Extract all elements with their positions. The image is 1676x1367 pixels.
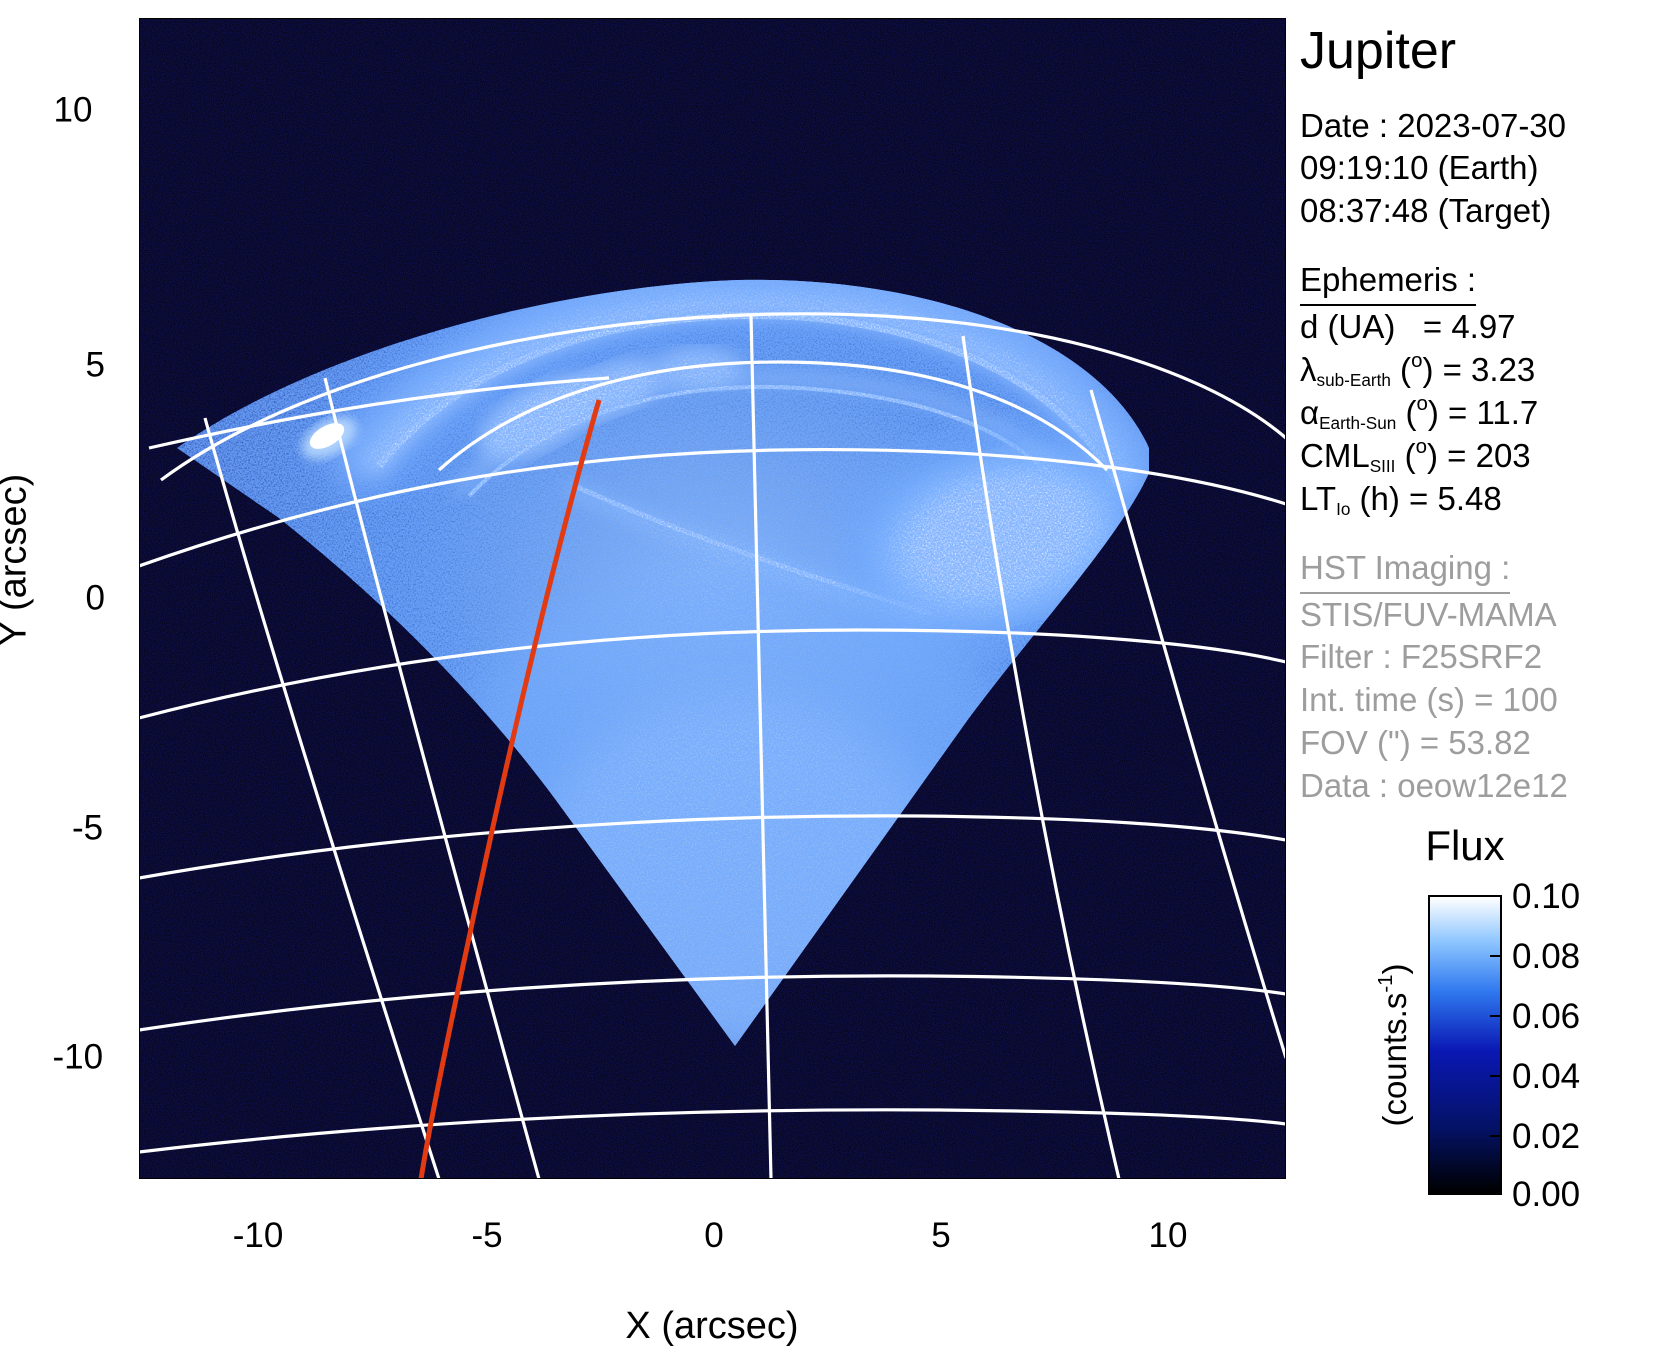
colorbar-tick [1490,1135,1502,1137]
hst-header: HST Imaging : [1300,547,1670,594]
ephemeris-subscript: SIII [1369,455,1396,476]
observation-block: Date : 2023-07-30 09:19:10 (Earth) 08:37… [1300,105,1670,234]
x-tick-label: -10 [232,1216,284,1255]
planetary-grid-overlay [139,312,1286,1179]
x-tick-label: 0 [704,1216,724,1255]
page-title: Jupiter [1300,22,1457,80]
colorbar-unit-label: (counts.s-1) [1373,963,1414,1127]
y-tick-label: 10 [53,90,93,130]
y-tick-label: 0 [85,578,105,618]
hst-data-id: Data : oeow12e12 [1300,767,1568,805]
colorbar-tick-label: 0.04 [1512,1057,1581,1096]
ephemeris-symbol: LT [1300,479,1337,517]
ephemeris-symbol: CML [1300,436,1370,474]
ephemeris-subscript: Earth-Sun [1319,412,1397,433]
colorbar-tick-label: 0.00 [1512,1175,1581,1214]
colorbar-tick-label: 0.02 [1512,1117,1581,1156]
ephemeris-value: 5.48 [1437,479,1502,517]
hst-int-time: Int. time (s) = 100 [1300,681,1558,719]
y-tick-label: -5 [72,808,104,848]
colorbar-tick [1490,1015,1502,1017]
hst-imaging-block: HST Imaging : STIS/FUV-MAMA Filter : F25… [1300,547,1670,808]
ephemeris-symbol: α [1300,393,1320,431]
degree-sign: o [1411,349,1423,373]
colorbar-title: Flux [1425,822,1505,869]
ephemeris-subscript: Io [1336,498,1351,519]
ephemeris-value: 11.7 [1476,393,1539,431]
ephemeris-row-io-local-time: LTIo (h) = 5.48 [1300,479,1502,519]
hst-instrument: STIS/FUV-MAMA [1300,595,1557,633]
x-axis-title: X (arcsec) [625,1305,799,1347]
observation-time-earth: 09:19:10 (Earth) [1300,149,1539,187]
y-tick-label: 5 [85,345,105,385]
ephemeris-unit: (h) [1359,479,1400,517]
aurora-data-layer [177,279,1149,1046]
y-tick-label: -10 [52,1037,104,1077]
colorbar-tick [1490,955,1502,957]
aurora-image-plot[interactable] [139,18,1286,1179]
ephemeris-row-distance: d (UA) = 4.97 [1300,308,1516,346]
ephemeris-header-text: Ephemeris : [1300,259,1477,307]
colorbar-tick [1490,895,1502,897]
colorbar-gradient [1428,895,1502,1195]
ephemeris-header: Ephemeris : [1300,259,1670,307]
observation-date: Date : 2023-07-30 [1300,106,1567,144]
ephemeris-value: 4.97 [1451,308,1516,346]
hst-filter: Filter : F25SRF2 [1300,638,1543,676]
observation-time-target: 08:37:48 (Target) [1300,192,1552,230]
io-footprint-trace [418,399,602,1179]
ephemeris-unit: (UA) [1327,308,1396,346]
ephemeris-row-sub-earth-lat: λsub-Earth (o) = 3.23 [1300,349,1536,390]
colorbar-tick [1490,1193,1502,1195]
metadata-panel: Jupiter Date : 2023-07-30 09:19:10 (Eart… [1300,10,1670,834]
ephemeris-subscript: sub-Earth [1316,369,1391,390]
ephemeris-row-cml: CMLSIII (o) = 203 [1300,434,1531,476]
colorbar-unit-exponent: -1 [1373,974,1397,993]
colorbar-tick-label: 0.10 [1512,877,1581,916]
ephemeris-symbol: λ [1300,351,1317,389]
ephemeris-value: 3.23 [1471,351,1536,389]
colorbar[interactable] [1428,895,1502,1195]
y-axis-title: Y (arcsec) [0,473,35,646]
ephemeris-symbol: d [1300,308,1319,346]
hst-header-text: HST Imaging : [1300,547,1511,594]
colorbar-tick-label: 0.08 [1512,937,1581,976]
x-tick-label: 5 [931,1216,951,1255]
colorbar-tick-label: 0.06 [1512,997,1581,1036]
degree-sign: o [1416,391,1428,415]
colorbar-tick [1490,1075,1502,1077]
x-tick-label: 10 [1148,1216,1188,1255]
ephemeris-row-phase-angle: αEarth-Sun (o) = 11.7 [1300,391,1539,433]
ephemeris-block: Ephemeris : d (UA) = 4.97 λsub-Earth (o)… [1300,259,1670,520]
ephemeris-value: 203 [1475,436,1531,474]
colorbar-unit-close: ) [1376,963,1413,975]
x-tick-label: -5 [471,1216,503,1255]
hst-fov: FOV (") = 53.82 [1300,724,1531,762]
degree-sign: o [1415,434,1427,458]
colorbar-unit-text: (counts.s [1376,992,1413,1127]
